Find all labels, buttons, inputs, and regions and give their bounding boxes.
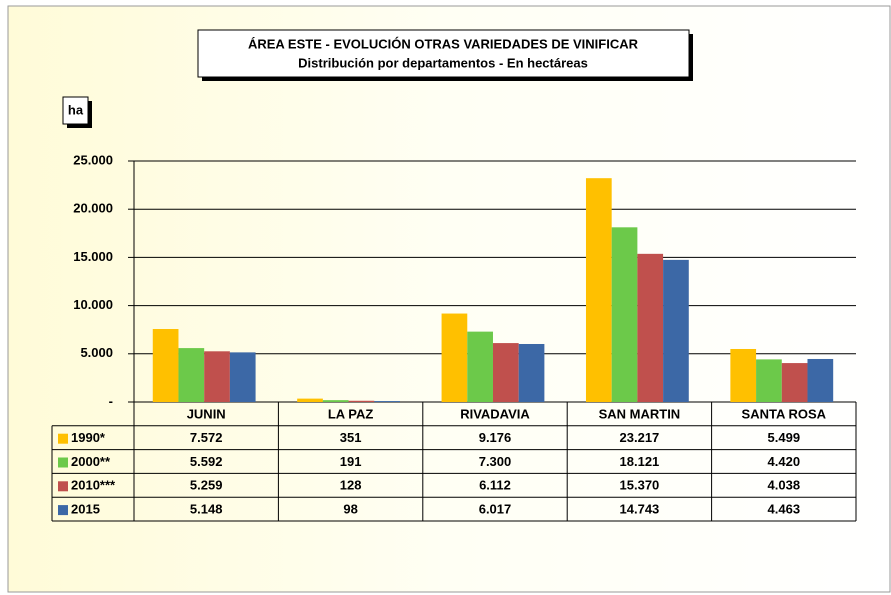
bar (322, 400, 349, 402)
legend-label: 1990* (71, 430, 106, 445)
y-axis-label: ha (68, 102, 84, 117)
bar (663, 259, 689, 402)
table-value: 5.148 (190, 502, 223, 517)
bar (611, 227, 638, 402)
table-value: 6.112 (479, 478, 511, 493)
table-value: 9.176 (479, 430, 512, 445)
bar (374, 401, 400, 402)
bar (467, 331, 493, 402)
bar (441, 313, 468, 402)
table-value: 6.017 (479, 502, 512, 517)
x-tick-label: RIVADAVIA (460, 406, 530, 421)
bar (781, 363, 808, 402)
bar (730, 348, 757, 402)
y-tick-label: 10.000 (73, 297, 113, 312)
bar (229, 352, 256, 402)
x-tick-label: JUNIN (187, 406, 226, 421)
legend-swatch (58, 505, 68, 516)
y-tick-label: 5.000 (80, 345, 113, 360)
table-value: 4.420 (768, 454, 801, 469)
table-value: 4.463 (768, 502, 801, 517)
bar (807, 358, 834, 402)
table-value: 5.259 (190, 478, 223, 493)
y-tick-label: 25.000 (73, 152, 113, 167)
bar (585, 178, 612, 402)
legend-label: 2010*** (71, 478, 116, 493)
table-value: 15.370 (620, 478, 660, 493)
table-value: 4.038 (768, 478, 801, 493)
bar (152, 329, 179, 402)
table-value: 14.743 (620, 502, 660, 517)
table-value: 128 (340, 478, 362, 493)
table-value: 98 (343, 502, 357, 517)
title-box (197, 29, 690, 78)
y-tick-label: - (109, 393, 113, 408)
bar (178, 348, 205, 402)
legend-label: 2000** (71, 454, 111, 469)
table-value: 5.592 (190, 454, 223, 469)
table-value: 351 (340, 430, 362, 445)
legend-label: 2015 (71, 502, 100, 517)
x-tick-label: LA PAZ (328, 406, 374, 421)
bar (348, 400, 375, 402)
table-value: 191 (340, 454, 362, 469)
bar (756, 359, 782, 402)
table-value: 5.499 (768, 430, 801, 445)
chart-frame (7, 5, 891, 593)
legend-swatch (58, 481, 68, 492)
chart-subtitle: Distribución por departamentos - En hect… (298, 55, 588, 70)
y-label-box (62, 96, 89, 125)
bar (204, 351, 230, 402)
bar (518, 343, 545, 402)
y-tick-label: 20.000 (73, 201, 113, 216)
table-value: 18.121 (620, 454, 660, 469)
bar (637, 253, 664, 402)
x-tick-label: SAN MARTIN (599, 406, 681, 421)
y-tick-label: 15.000 (73, 249, 113, 264)
table-value: 7.572 (190, 430, 223, 445)
chart-title: ÁREA ESTE - EVOLUCIÓN OTRAS VARIEDADES D… (248, 36, 639, 51)
x-tick-label: SANTA ROSA (742, 406, 827, 421)
legend-swatch (58, 457, 68, 468)
table-value: 23.217 (620, 430, 660, 445)
table-value: 7.300 (479, 454, 512, 469)
bar (492, 343, 519, 402)
legend-swatch (58, 433, 68, 444)
bar (297, 398, 323, 402)
